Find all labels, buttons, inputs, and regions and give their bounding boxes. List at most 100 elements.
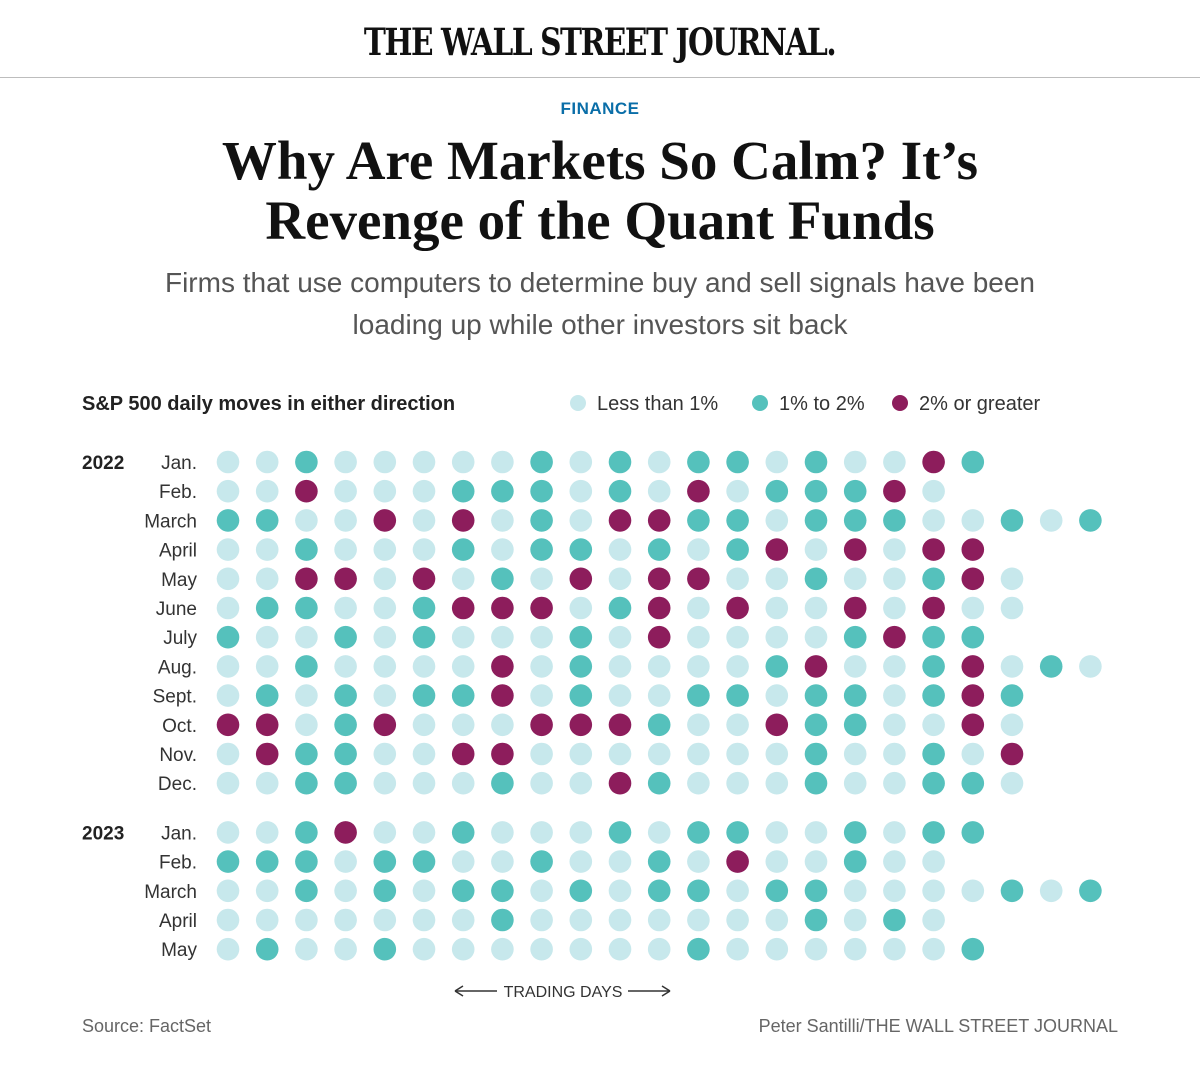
day-dot xyxy=(569,821,593,844)
day-dot xyxy=(843,509,867,532)
day-dot xyxy=(569,538,593,561)
day-dot xyxy=(843,450,867,474)
day-dot xyxy=(451,850,475,873)
day-dot xyxy=(569,684,593,707)
day-dot xyxy=(491,450,514,474)
day-dot xyxy=(726,538,749,561)
day-dot xyxy=(961,742,985,766)
day-dot xyxy=(295,625,318,649)
month-label: March xyxy=(144,882,197,903)
day-dot xyxy=(647,908,671,932)
day-dot xyxy=(687,879,710,903)
day-dot xyxy=(647,567,671,591)
day-dot xyxy=(569,908,593,932)
day-dot xyxy=(295,538,318,561)
day-dot xyxy=(765,771,789,795)
day-dot xyxy=(687,509,710,532)
day-dot xyxy=(295,742,318,766)
day-dot xyxy=(569,509,593,532)
day-dot xyxy=(373,625,397,649)
section-label[interactable]: FINANCE xyxy=(560,99,640,118)
day-dot xyxy=(216,450,240,474)
day-dot xyxy=(373,684,397,707)
day-dot xyxy=(334,771,357,795)
day-dot xyxy=(373,742,397,766)
day-dot xyxy=(412,771,436,795)
day-dot xyxy=(687,538,710,561)
day-dot xyxy=(608,821,632,844)
day-dot xyxy=(647,771,671,795)
day-dot xyxy=(373,771,397,795)
day-dot xyxy=(569,479,593,503)
day-dot xyxy=(726,596,749,620)
day-dot xyxy=(608,655,632,678)
day-dot xyxy=(569,879,593,903)
day-dot xyxy=(295,771,318,795)
day-dot xyxy=(804,567,828,591)
day-dot xyxy=(647,684,671,707)
day-dot xyxy=(883,742,906,766)
day-dot xyxy=(843,821,867,844)
day-dot xyxy=(569,625,593,649)
day-dot xyxy=(647,879,671,903)
day-dot xyxy=(334,684,357,707)
day-dot xyxy=(451,596,475,620)
day-dot xyxy=(726,625,749,649)
day-dot xyxy=(334,742,357,766)
day-dot xyxy=(1000,509,1024,532)
day-dot xyxy=(216,538,240,561)
day-dot xyxy=(216,850,240,873)
day-dot xyxy=(687,625,710,649)
day-dot xyxy=(412,742,436,766)
dek-line-1: Firms that use computers to determine bu… xyxy=(164,267,1035,298)
day-dot xyxy=(255,625,279,649)
day-dot xyxy=(726,713,749,737)
day-dot xyxy=(804,937,828,961)
day-dot xyxy=(726,821,749,844)
day-dot xyxy=(255,684,279,707)
left-arrow-icon xyxy=(454,985,464,997)
dek: Firms that use computers to determine bu… xyxy=(100,262,1100,346)
month-label: April xyxy=(159,541,197,562)
day-dot xyxy=(491,655,514,678)
day-dot xyxy=(373,450,397,474)
day-dot xyxy=(569,596,593,620)
day-dot xyxy=(1039,509,1063,532)
day-dot xyxy=(334,567,357,591)
day-dot xyxy=(843,625,867,649)
day-dot xyxy=(216,937,240,961)
day-dot xyxy=(334,596,357,620)
day-dot xyxy=(412,625,436,649)
day-dot xyxy=(334,821,357,844)
day-dot xyxy=(569,771,593,795)
day-dot xyxy=(843,538,867,561)
day-dot xyxy=(647,713,671,737)
day-dot xyxy=(726,655,749,678)
day-dot xyxy=(804,879,828,903)
day-dot xyxy=(451,509,475,532)
day-dot xyxy=(295,713,318,737)
day-dot xyxy=(1000,684,1024,707)
month-label: July xyxy=(163,628,197,649)
day-dot xyxy=(216,596,240,620)
day-dot xyxy=(687,713,710,737)
day-dot xyxy=(255,596,279,620)
day-dot xyxy=(451,567,475,591)
day-dot xyxy=(491,879,514,903)
day-dot xyxy=(216,509,240,532)
day-dot xyxy=(765,567,789,591)
day-dot xyxy=(491,509,514,532)
day-dot xyxy=(961,713,985,737)
day-dot xyxy=(608,713,632,737)
day-dot xyxy=(216,684,240,707)
day-dot xyxy=(295,908,318,932)
masthead-logo[interactable]: THE WALL STREET JOURNAL. xyxy=(364,19,837,64)
day-dot xyxy=(961,771,985,795)
day-dot xyxy=(961,684,985,707)
day-dot xyxy=(608,479,632,503)
day-dot xyxy=(804,450,828,474)
day-dot xyxy=(255,879,279,903)
legend-label: 2% or greater xyxy=(919,393,1041,415)
day-dot xyxy=(216,567,240,591)
day-dot xyxy=(491,538,514,561)
